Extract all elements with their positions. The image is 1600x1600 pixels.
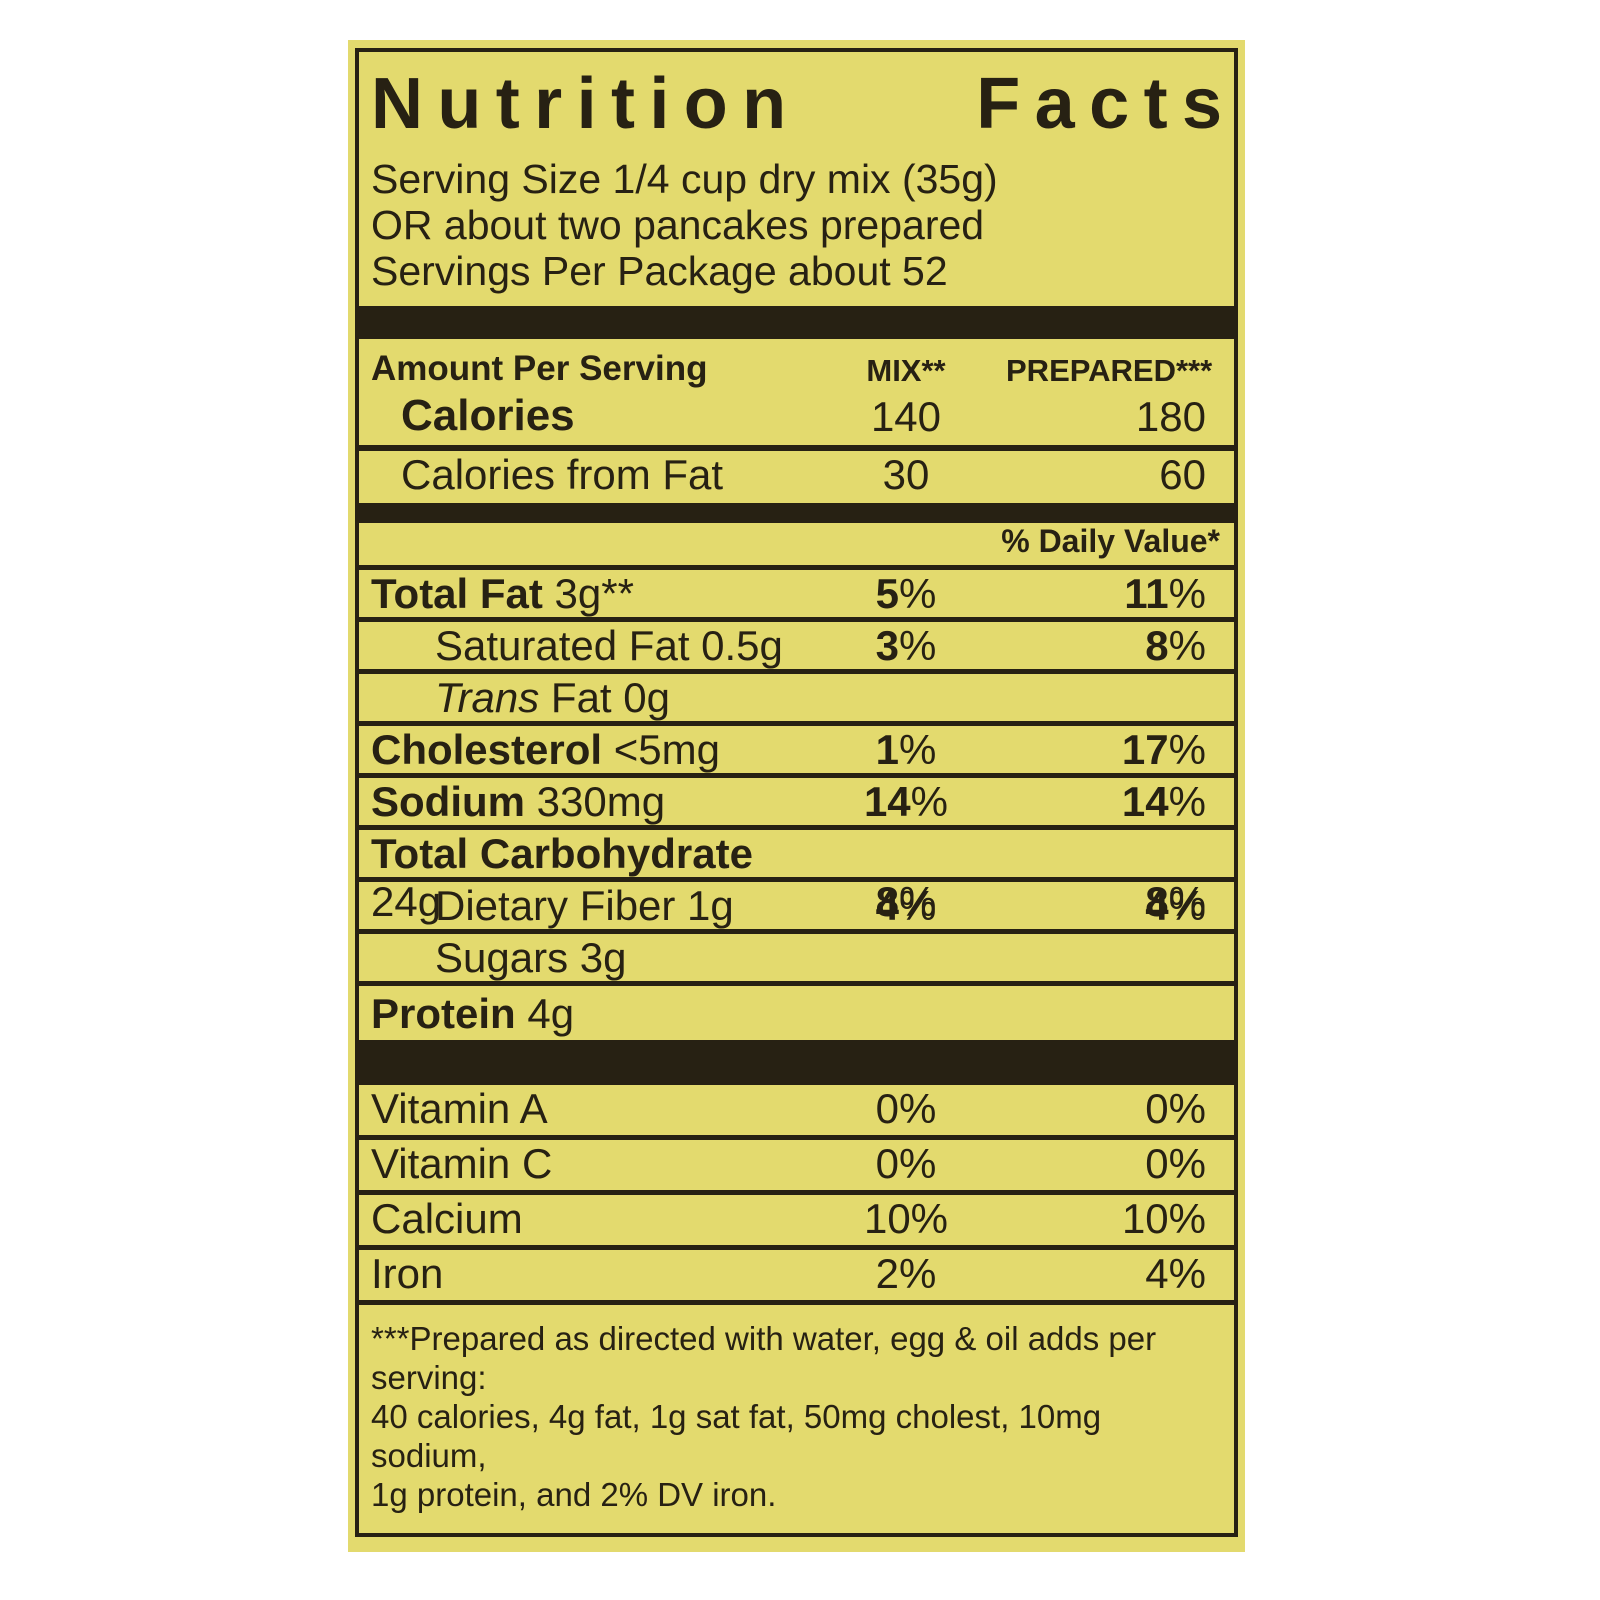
prepared-value: 0% — [1145, 1085, 1206, 1132]
nutrient-name-bold: Total Fat — [371, 570, 543, 617]
nutrient-amount: 4g — [515, 990, 575, 1037]
prepared-value: 8% — [1145, 622, 1206, 669]
mix-value: 1% — [875, 726, 937, 773]
mix-value: 8% — [875, 878, 937, 925]
nutrient-row-saturated-fat: Saturated Fat 0.5g 3% 8% — [359, 622, 1234, 674]
mix-value — [806, 722, 1006, 724]
prepared-value: 10% — [1121, 1195, 1206, 1242]
calories-prepared-value: 180 — [1135, 393, 1206, 440]
divider-bar-medium — [359, 503, 1234, 523]
calories-from-fat-row: Calories from Fat 30 60 — [359, 451, 1234, 503]
amount-per-serving-label: Amount Per Serving — [371, 349, 708, 388]
serving-info: Serving Size 1/4 cup dry mix (35g) OR ab… — [359, 140, 1234, 294]
nutrient-name-bold: Protein — [371, 990, 516, 1037]
prepared-value: 4% — [1145, 882, 1206, 929]
prepared-value — [1006, 722, 1234, 724]
prepared-value: 4% — [1145, 1250, 1206, 1297]
calories-label: Calories — [401, 391, 575, 440]
vitamin-name: Vitamin A — [371, 1085, 548, 1132]
mix-value: 4% — [875, 882, 937, 929]
mix-value: 10% — [863, 1195, 949, 1242]
footnote-line: 1g protein, and 2% DV iron. — [371, 1476, 777, 1513]
mix-value: 2% — [875, 1250, 937, 1297]
serving-size-line: Serving Size 1/4 cup dry mix (35g) — [371, 156, 998, 202]
footnote-mix-only: **Amount in Mix only. — [371, 1527, 1220, 1533]
calories-row: Calories 140 180 — [359, 391, 1234, 451]
mix-value: 3% — [875, 622, 937, 669]
serving-size-line-2: OR about two pancakes prepared — [371, 202, 985, 248]
daily-value-header: % Daily Value* — [359, 523, 1234, 570]
nutrient-name-bold: Cholesterol — [371, 726, 603, 773]
vitamin-row-vitamin-c: Vitamin C 0% 0% — [359, 1140, 1234, 1195]
nutrient-name: Protein 4g — [359, 990, 806, 1040]
nutrient-name-bold: Sodium — [371, 778, 525, 825]
nutrient-name: Total Fat 3g** — [359, 570, 806, 620]
vitamin-name: Vitamin C — [371, 1140, 553, 1187]
nutrient-row-dietary-fiber: Dietary Fiber 1g 4% 4% — [359, 882, 1234, 934]
nutrient-row-total-carbohydrate: Total Carbohydrate 24g 8% 8% — [359, 830, 1234, 925]
calories-mix-value: 140 — [870, 393, 942, 440]
calories-from-fat-mix-value: 30 — [882, 451, 930, 498]
nutrient-row-total-fat: Total Fat 3g** 5% 11% — [359, 570, 1234, 622]
divider-bar-thick — [359, 306, 1234, 339]
nutrient-name: Sugars 3g — [359, 934, 806, 984]
nutrient-row-sugars: Sugars 3g — [359, 934, 1234, 986]
footnote-line: ***Prepared as directed with water, egg … — [371, 1320, 1157, 1396]
vitamin-name: Calcium — [371, 1195, 523, 1242]
mix-value: 0% — [875, 1085, 937, 1132]
footnote-prepared: ***Prepared as directed with water, egg … — [371, 1319, 1220, 1514]
nutrition-facts-title: Nutrition Facts — [359, 52, 1234, 140]
nutrient-name-italic: Trans — [435, 674, 540, 721]
vitamin-row-vitamin-a: Vitamin A 0% 0% — [359, 1085, 1234, 1140]
nutrient-row-trans-fat: Trans Fat 0g — [359, 674, 1234, 726]
title-word-nutrition: Nutrition — [371, 64, 801, 144]
footnote-line: **Amount in Mix only. — [371, 1527, 1220, 1533]
title-word-facts: Facts — [976, 64, 1237, 144]
column-header-row: Amount Per Serving MIX** PREPARED*** — [359, 339, 1234, 391]
nutrient-amount: Saturated Fat 0.5g — [435, 622, 783, 669]
prepared-value: 11% — [1124, 570, 1206, 617]
nutrient-name: Saturated Fat 0.5g — [359, 622, 806, 672]
nutrient-name: Trans Fat 0g — [359, 674, 806, 724]
prepared-value: 14% — [1121, 778, 1206, 825]
prepared-value: 8% — [1145, 878, 1206, 925]
prepared-value: 17% — [1121, 726, 1206, 773]
nutrient-row-protein: Protein 4g — [359, 986, 1234, 1040]
nutrient-amount: Fat 0g — [539, 674, 670, 721]
footnote-line: 40 calories, 4g fat, 1g sat fat, 50mg ch… — [371, 1398, 1102, 1474]
nutrition-facts-panel: Nutrition Facts Serving Size 1/4 cup dry… — [355, 48, 1238, 1537]
nutrient-row-cholesterol: Cholesterol <5mg 1% 17% — [359, 726, 1234, 778]
nutrient-amount: Dietary Fiber 1g — [435, 882, 734, 929]
vitamin-row-iron: Iron 2% 4% — [359, 1250, 1234, 1305]
mix-value: 5% — [875, 570, 937, 617]
footnotes: ***Prepared as directed with water, egg … — [359, 1305, 1234, 1533]
vitamin-name: Iron — [371, 1250, 444, 1297]
nutrient-amount: <5mg — [602, 726, 720, 773]
calories-from-fat-label: Calories from Fat — [401, 451, 724, 498]
nutrient-amount: Sugars 3g — [435, 934, 627, 981]
nutrient-name-bold: Total Carbohydrate — [371, 830, 753, 877]
nutrient-amount: 24g — [371, 878, 442, 925]
nutrient-amount: 330mg — [525, 778, 666, 825]
prepared-value: 0% — [1145, 1140, 1206, 1187]
mix-column-header: MIX** — [866, 353, 946, 388]
nutrient-name: Total Carbohydrate 24g — [359, 830, 806, 928]
nutrient-name: Sodium 330mg — [359, 778, 806, 828]
mix-value: 0% — [875, 1140, 937, 1187]
nutrient-name: Cholesterol <5mg — [359, 726, 806, 776]
nutrient-name: Dietary Fiber 1g — [359, 882, 806, 932]
calories-from-fat-prepared-value: 60 — [1159, 451, 1206, 498]
divider-bar-thick-2 — [359, 1040, 1234, 1085]
prepared-value — [1006, 982, 1234, 984]
daily-value-header-text: % Daily Value* — [1001, 523, 1220, 559]
vitamin-row-calcium: Calcium 10% 10% — [359, 1195, 1234, 1250]
mix-value: 14% — [863, 778, 949, 825]
nutrient-amount: 3g** — [542, 570, 634, 617]
servings-per-package-line: Servings Per Package about 52 — [371, 248, 948, 294]
mix-value — [806, 982, 1006, 984]
nutrient-row-sodium: Sodium 330mg 14% 14% — [359, 778, 1234, 830]
prepared-column-header: PREPARED*** — [1006, 353, 1213, 388]
pancake-mix-bag: Nutrition Facts Serving Size 1/4 cup dry… — [348, 40, 1245, 1552]
